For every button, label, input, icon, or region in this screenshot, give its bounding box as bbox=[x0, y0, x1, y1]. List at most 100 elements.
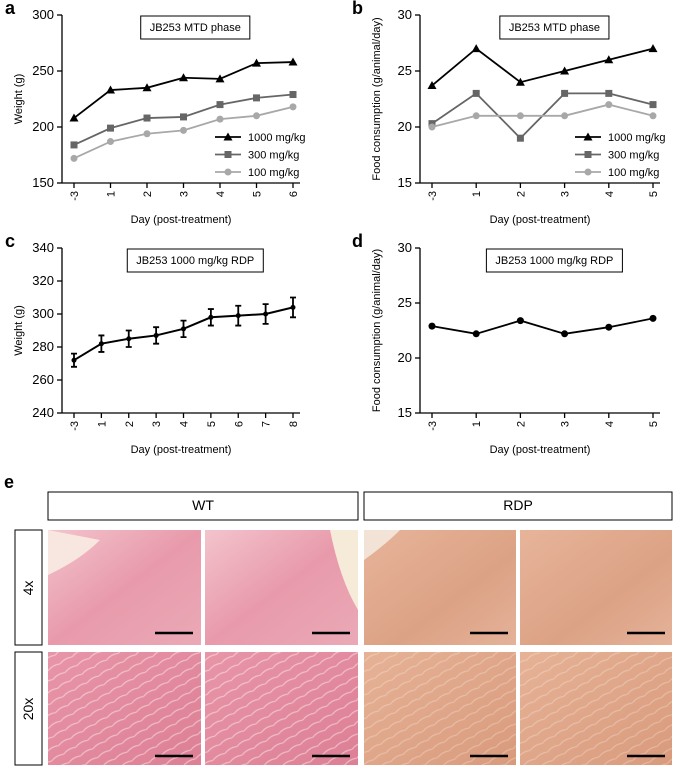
legend-label: 300 mg/kg bbox=[248, 150, 299, 162]
x-tick-label: 8 bbox=[288, 421, 300, 427]
panel-letter: b bbox=[352, 0, 363, 18]
marker bbox=[516, 317, 524, 325]
y-axis-label: Weight (g) bbox=[13, 74, 25, 125]
marker bbox=[472, 112, 480, 120]
marker bbox=[428, 322, 436, 330]
marker bbox=[428, 123, 436, 131]
marker bbox=[290, 304, 296, 310]
marker bbox=[107, 138, 114, 146]
x-tick-label: 1 bbox=[96, 421, 108, 427]
marker bbox=[181, 326, 186, 332]
y-axis-label: Food consumption (g/animal/day) bbox=[371, 249, 383, 412]
marker bbox=[604, 55, 614, 64]
y-tick-label: 300 bbox=[32, 306, 54, 321]
y-axis-label: Food consumption (g/animal/day) bbox=[371, 17, 383, 180]
x-tick-label: 2 bbox=[515, 421, 527, 427]
legend-label: 1000 mg/kg bbox=[248, 132, 305, 144]
y-axis-label: Weight (g) bbox=[13, 305, 25, 356]
marker bbox=[605, 101, 613, 109]
panel-letter: e bbox=[4, 472, 14, 492]
marker bbox=[71, 357, 77, 363]
marker bbox=[605, 89, 613, 97]
marker bbox=[107, 124, 114, 132]
x-tick-label: 1 bbox=[471, 421, 483, 427]
x-tick-label: 3 bbox=[151, 421, 163, 427]
marker bbox=[605, 323, 613, 331]
y-tick-label: 320 bbox=[32, 273, 54, 288]
y-tick-label: 30 bbox=[398, 240, 412, 255]
marker bbox=[472, 89, 480, 97]
legend-label: 1000 mg/kg bbox=[608, 132, 665, 144]
column-header-box bbox=[47, 491, 359, 521]
marker bbox=[224, 151, 232, 158]
marker bbox=[471, 44, 481, 53]
marker bbox=[583, 132, 593, 141]
chart: a 150 200 250 300 -3 1 2 3 4 5 6 Day (post-treatment… bbox=[5, 0, 305, 226]
marker bbox=[253, 94, 260, 102]
marker bbox=[289, 91, 297, 99]
chart: d 15 20 25 30 -3 1 2 3 4 5 Day (post-treatment) Food… bbox=[352, 231, 660, 456]
x-tick-label: 4 bbox=[215, 191, 227, 197]
marker bbox=[223, 132, 233, 141]
y-tick-label: 15 bbox=[398, 175, 412, 190]
tissue-edge bbox=[330, 530, 358, 610]
marker bbox=[561, 112, 569, 120]
marker bbox=[70, 154, 78, 162]
y-tick-label: 260 bbox=[32, 372, 54, 387]
y-tick-label: 280 bbox=[32, 339, 54, 354]
x-tick-label: 2 bbox=[124, 421, 136, 427]
chart-title: JB253 MTD phase bbox=[509, 22, 600, 34]
y-tick-label: 150 bbox=[32, 175, 54, 190]
series-line bbox=[73, 61, 294, 119]
micrograph bbox=[364, 530, 516, 645]
marker bbox=[215, 74, 225, 83]
y-tick-label: 25 bbox=[398, 295, 412, 310]
panel-letter: d bbox=[352, 231, 363, 251]
tissue-edge bbox=[364, 530, 400, 560]
row-header-box bbox=[14, 651, 43, 766]
marker bbox=[98, 341, 104, 347]
x-tick-label: 5 bbox=[206, 421, 218, 427]
x-tick-label: 4 bbox=[179, 421, 191, 427]
marker bbox=[649, 101, 657, 109]
micrograph bbox=[520, 530, 672, 645]
marker bbox=[253, 112, 260, 120]
y-tick-label: 340 bbox=[32, 240, 54, 255]
x-tick-label: 6 bbox=[233, 421, 245, 427]
title-box bbox=[140, 15, 251, 40]
marker bbox=[649, 314, 657, 322]
x-axis-label: Day (post-treatment) bbox=[490, 214, 591, 226]
x-tick-label: -3 bbox=[427, 191, 439, 201]
column-header: WT bbox=[192, 497, 214, 513]
marker bbox=[584, 168, 592, 176]
x-tick-label: 7 bbox=[261, 421, 273, 427]
micrograph bbox=[205, 530, 358, 645]
column-header: RDP bbox=[503, 497, 533, 513]
x-tick-label: -3 bbox=[427, 421, 439, 431]
y-tick-label: 20 bbox=[398, 119, 412, 134]
x-tick-label: 4 bbox=[604, 421, 616, 427]
x-axis-label: Day (post-treatment) bbox=[490, 444, 591, 456]
x-tick-label: 2 bbox=[142, 191, 154, 197]
y-tick-label: 15 bbox=[398, 405, 412, 420]
marker bbox=[288, 57, 298, 66]
x-tick-label: 4 bbox=[604, 191, 616, 197]
marker bbox=[143, 114, 151, 122]
x-tick-label: 3 bbox=[179, 191, 191, 197]
marker bbox=[561, 330, 569, 338]
row-header: 4x bbox=[20, 581, 36, 596]
x-tick-label: -3 bbox=[69, 421, 81, 431]
marker bbox=[289, 103, 297, 111]
chart: c 240 260 280 300 320 340 -3 1 2 3 4 5 6 7 8 Day (post-t… bbox=[5, 231, 300, 456]
x-axis-label: Day (post-treatment) bbox=[131, 214, 232, 226]
x-axis-label: Day (post-treatment) bbox=[131, 444, 232, 456]
x-tick-label: 3 bbox=[560, 421, 572, 427]
row-header: 20x bbox=[20, 698, 36, 721]
texture bbox=[48, 652, 358, 765]
title-box bbox=[485, 248, 623, 273]
marker bbox=[224, 168, 232, 176]
y-tick-label: 250 bbox=[32, 63, 54, 78]
column-header-box bbox=[363, 491, 673, 521]
x-tick-label: 3 bbox=[560, 191, 572, 197]
legend-label: 100 mg/kg bbox=[608, 167, 659, 179]
